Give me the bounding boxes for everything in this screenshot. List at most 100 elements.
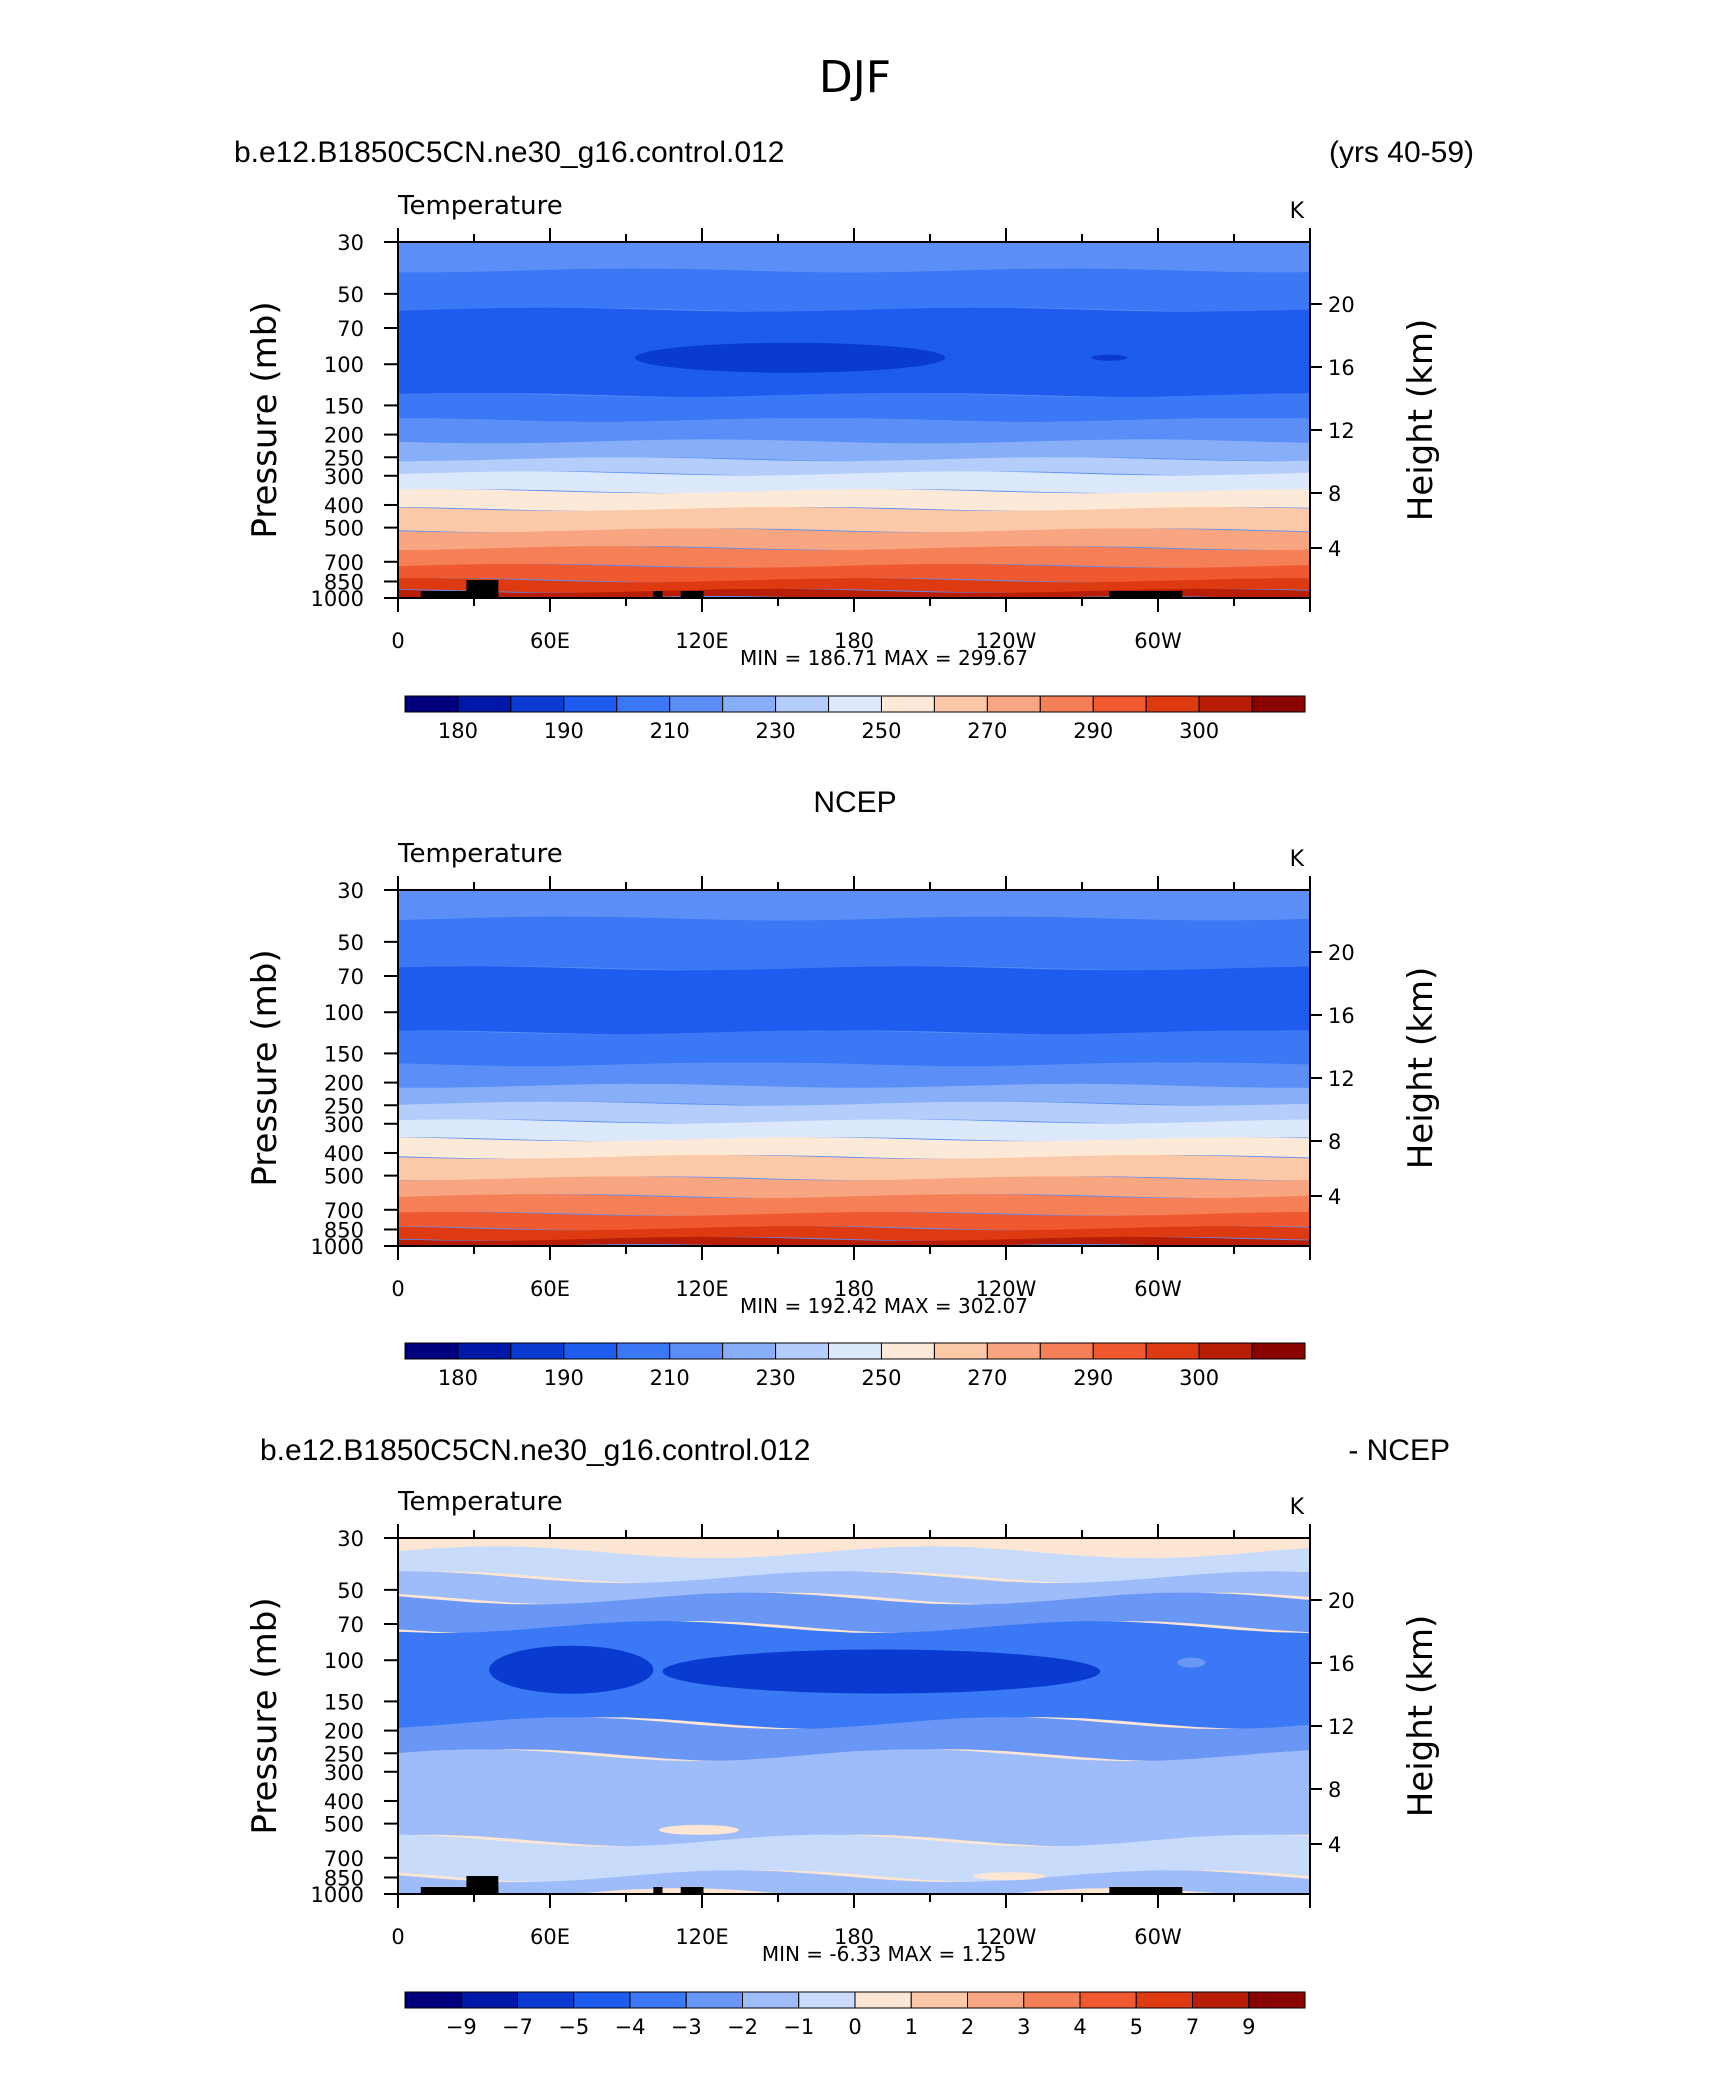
y-right-tick-label: 12 [1328,419,1355,443]
colorbar-label: 0 [848,2015,861,2039]
y-tick-label: 200 [324,1720,364,1744]
x-tick-label: 60E [530,1277,570,1301]
colorbar-label: 2 [961,2015,974,2039]
y-right-tick-label: 16 [1328,356,1355,380]
y-tick-label: 700 [324,1199,364,1223]
colorbar-swatch [616,695,671,713]
colorbar-swatch [1023,1991,1081,2009]
colorbar-swatch [1079,1991,1137,2009]
y-tick-label: 200 [324,424,364,448]
y-tick-label: 70 [337,1613,364,1637]
contour-fill [398,916,1310,971]
x-tick-label: 180 [834,629,874,653]
contour-fill [398,393,1310,422]
colorbar-swatch [1198,695,1253,713]
contour-fill [477,1852,538,1865]
colorbar-swatch [722,1342,777,1360]
colorbar-label: −5 [558,2015,589,2039]
min-max-stats: MIN = 192.42 MAX = 302.07 [740,1294,1028,1318]
y-right-tick-label: 20 [1328,941,1355,965]
y-tick-label: 250 [324,1742,364,1766]
x-tick-label: 60W [1134,629,1182,653]
colorbar-swatch [404,1991,462,2009]
x-tick-label: 60E [530,629,570,653]
topography [680,1887,704,1894]
y-right-tick-label: 16 [1328,1652,1355,1676]
y-axis-right-label: Height (km) [1401,1615,1441,1818]
colorbar-label: 270 [967,1366,1007,1390]
colorbar-label: 7 [1186,2015,1199,2039]
colorbar-label: 5 [1130,2015,1143,2039]
y-tick-label: 30 [337,231,364,255]
colorbar-label: 300 [1179,1366,1219,1390]
y-tick-label: 100 [324,1001,364,1025]
colorbar-label: 180 [438,1366,478,1390]
y-tick-label: 300 [324,1113,364,1137]
contour-fill [398,890,1310,919]
y-tick-label: 400 [324,1142,364,1166]
colorbar-swatch [629,1991,687,2009]
colorbar-swatch [1251,1342,1306,1360]
contour-fill [662,1649,1101,1694]
y-tick-label: 150 [324,1690,364,1714]
topography [1109,591,1183,598]
contour-fill [398,1546,1310,1584]
y-tick-label: 250 [324,446,364,470]
contour-fill [398,528,1310,551]
contour-fill [398,268,1310,312]
topography [466,580,499,598]
colorbar-swatch [1092,1342,1147,1360]
colorbar-swatch [1092,695,1147,713]
colorbar-swatch [1251,695,1306,713]
y-tick-label: 30 [337,879,364,903]
colorbar-swatch [460,1991,518,2009]
y-tick-label: 30 [337,1527,364,1551]
y-right-tick-label: 20 [1328,293,1355,317]
contour-fill [398,564,1310,583]
colorbar-label: 1 [905,2015,918,2039]
y-axis-label: Pressure (mb) [245,1597,285,1834]
contour-fill [398,1834,1310,1883]
contour-fill [398,1717,1310,1762]
colorbar-label: −9 [446,2015,477,2039]
y-axis-right-label: Height (km) [1401,967,1441,1170]
colorbar-swatch [1145,1342,1200,1360]
colorbar-label: −1 [783,2015,814,2039]
y-right-tick-label: 12 [1328,1715,1355,1739]
x-tick-label: 60W [1134,1277,1182,1301]
y-tick-label: 1000 [311,1883,364,1907]
contour-field [398,890,1310,1246]
colorbar-swatch [616,1342,671,1360]
topography [1109,1887,1183,1894]
colorbar-swatch [457,695,512,713]
colorbar-swatch [775,1342,830,1360]
contour-field [398,1538,1310,1894]
x-tick-label: 180 [834,1277,874,1301]
y-tick-label: 500 [324,1165,364,1189]
y-tick-label: 850 [324,1867,364,1891]
colorbar-swatch [510,695,565,713]
colorbar-swatch [828,1342,882,1360]
colorbar-swatch [1145,695,1200,713]
y-tick-label: 100 [324,1649,364,1673]
colorbar-swatch [1039,695,1094,713]
colorbar-swatch [986,1342,1041,1360]
colorbar-label: 290 [1073,1366,1113,1390]
colorbar-label: 4 [1073,2015,1086,2039]
y-tick-label: 1000 [311,1235,364,1259]
y-axis-label: Pressure (mb) [245,949,285,1186]
contour-fill [398,1176,1310,1199]
contour-fill [398,1030,1310,1067]
colorbar-label: 180 [438,719,478,743]
contour-fill [398,546,1310,568]
colorbar-label: −7 [502,2015,533,2039]
y-right-tick-label: 4 [1328,1833,1341,1857]
colorbar-label: 290 [1073,719,1113,743]
contour-fill [398,1194,1310,1216]
y-right-tick-label: 4 [1328,537,1341,561]
colorbar-label: 230 [756,1366,796,1390]
y-tick-label: 50 [337,283,364,307]
y-tick-label: 700 [324,1847,364,1871]
y-tick-label: 50 [337,931,364,955]
colorbar-label: 210 [650,1366,690,1390]
